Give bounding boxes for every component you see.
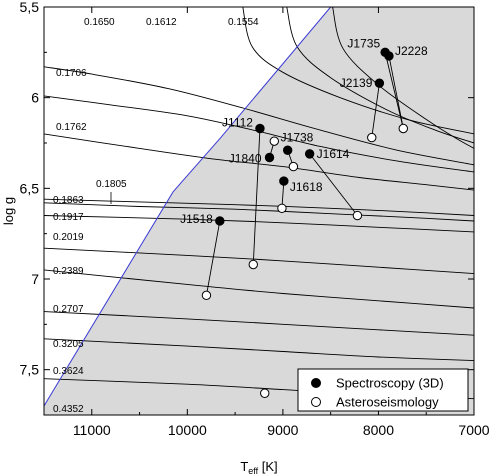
track-0.2389 xyxy=(44,247,474,275)
track-labels: 0.1650 0.1612 0.1554 0.1706 0.1762 0.1805 0.18… xyxy=(53,17,259,415)
connection-line xyxy=(309,153,358,216)
legend: Spectroscopy (3D) Asteroseismology xyxy=(297,368,469,412)
track-0.2707 xyxy=(44,269,474,309)
asteroseismology-point xyxy=(352,210,363,221)
shaded-region xyxy=(44,7,474,415)
star-label-J1738: J1738 xyxy=(281,130,314,144)
star-label-J2228: J2228 xyxy=(395,44,428,58)
spectroscopy-point-J1738 xyxy=(282,145,293,155)
spectroscopy-point-J1112 xyxy=(255,123,265,134)
x-tick-label: 10000 xyxy=(168,422,207,438)
spectroscopy-point-J2139 xyxy=(374,78,385,88)
connection-line xyxy=(252,128,261,265)
asteroseismology-point xyxy=(201,290,212,301)
x-axis-title-main: T xyxy=(240,459,248,474)
asteroseismology-point xyxy=(398,123,408,134)
track-label-0.2019: 0.2019 xyxy=(53,232,84,243)
asteroseismology-point xyxy=(248,259,258,270)
y-axis: 5,5 6 6,5 7 7,5 xyxy=(20,0,474,378)
star-label-J1518: J1518 xyxy=(180,212,213,226)
track-0.1762 xyxy=(44,95,474,173)
spectroscopy-point-J1618 xyxy=(279,176,289,186)
star-label-J1618: J1618 xyxy=(290,180,323,194)
legend-marker-spectroscopy xyxy=(311,378,321,388)
track-0.2019 xyxy=(44,215,474,233)
connection-line xyxy=(371,83,380,138)
x-tick-label: 9000 xyxy=(267,422,298,438)
boundary-line-path xyxy=(44,7,332,407)
track-0.1612 xyxy=(286,7,474,144)
star-label-J2139: J2139 xyxy=(340,76,373,90)
asteroseismology-point xyxy=(269,136,279,146)
star-label-J1112: J1112 xyxy=(222,115,253,129)
star-label-J1840: J1840 xyxy=(229,152,262,166)
star-label-J1735: J1735 xyxy=(347,36,380,50)
spectroscopy-point-J1518 xyxy=(215,216,225,226)
x-axis-title-unit: [K] xyxy=(258,459,278,474)
track-0.3624 xyxy=(44,338,474,362)
y-tick-label: 7 xyxy=(31,271,39,287)
x-tick-label: 11000 xyxy=(73,422,111,438)
asteroseismology-point xyxy=(367,132,377,143)
track-0.1554 xyxy=(332,7,474,149)
track-label-0.1917: 0.1917 xyxy=(53,212,84,223)
track-label-0.1805: 0.1805 xyxy=(96,179,127,190)
x-axis: 11000 10000 9000 8000 7000 xyxy=(43,7,490,438)
track-label-0.1863: 0.1863 xyxy=(53,195,84,206)
x-tick-label: 7000 xyxy=(458,422,489,438)
track-label-0.1650: 0.1650 xyxy=(84,17,115,28)
legend-marker-asteroseismology xyxy=(311,397,321,407)
legend-label-spectroscopy: Spectroscopy (3D) xyxy=(336,376,444,391)
spectroscopy-point-J1840 xyxy=(264,152,275,163)
asteroseismology-point xyxy=(288,161,299,172)
track-label-0.3205: 0.3205 xyxy=(53,339,84,350)
track-label-0.1706: 0.1706 xyxy=(56,68,87,79)
legend-box xyxy=(297,368,469,412)
track-label-0.1612: 0.1612 xyxy=(146,17,177,28)
y-tick-label: 6,5 xyxy=(20,180,40,196)
spectroscopy-point-J2228 xyxy=(384,51,394,61)
connection-line xyxy=(206,220,221,296)
x-axis-title: Teff [K] xyxy=(240,459,277,476)
track-label-0.3624: 0.3624 xyxy=(53,366,84,377)
track-label-0.4352: 0.4352 xyxy=(53,404,84,415)
asteroseismology-point xyxy=(260,388,270,398)
track-0.1650 xyxy=(242,7,474,135)
x-tick-label: 8000 xyxy=(363,422,394,438)
x-axis-title-sub: eff xyxy=(248,466,258,476)
track-label-0.1762: 0.1762 xyxy=(56,122,87,133)
track-label-0.2389: 0.2389 xyxy=(53,266,84,277)
star-label-J1614: J1614 xyxy=(317,147,350,161)
y-axis-title: log g xyxy=(1,197,16,225)
y-tick-label: 7,5 xyxy=(20,362,40,378)
track-0.1805 xyxy=(44,133,474,191)
y-tick-label: 6 xyxy=(31,90,39,106)
track-0.3205 xyxy=(44,311,474,336)
track-0.1917 xyxy=(44,202,474,222)
asteroseismology-point xyxy=(277,203,287,213)
plot-frame xyxy=(43,6,475,416)
connection-line xyxy=(388,55,404,129)
data-markers xyxy=(201,47,408,398)
y-tick-label: 5,5 xyxy=(20,0,40,15)
track-label-0.2707: 0.2707 xyxy=(53,304,84,315)
legend-label-asteroseismology: Asteroseismology xyxy=(336,395,439,410)
track-label-0.1554: 0.1554 xyxy=(228,17,259,28)
connection-line xyxy=(384,52,404,129)
boundary-line xyxy=(44,7,332,407)
plot-area xyxy=(44,7,474,415)
shaded-region-fill xyxy=(44,7,474,415)
spectroscopy-point-J1614 xyxy=(304,149,315,159)
track-0.1863 xyxy=(44,198,474,216)
